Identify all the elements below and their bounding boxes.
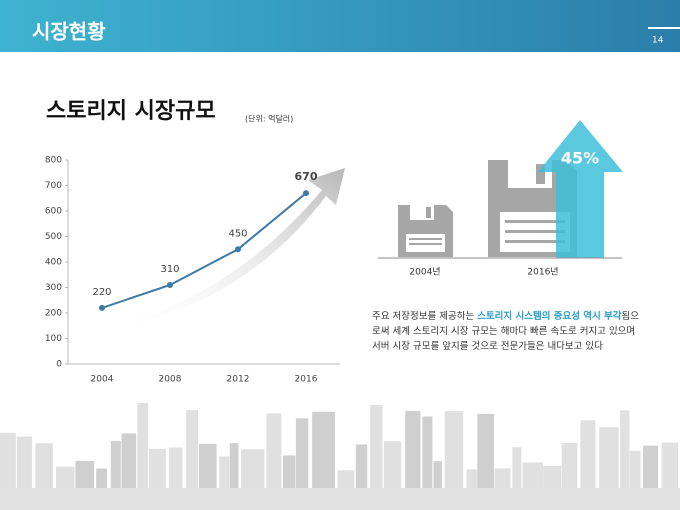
- skyline-building: [121, 433, 137, 492]
- y-tick-label: 300: [45, 283, 62, 293]
- x-tick-label: 2012: [227, 375, 250, 385]
- skyline-building: [661, 442, 679, 492]
- y-tick-label: 500: [45, 232, 62, 242]
- skyline-building: [75, 460, 95, 492]
- skyline-building: [444, 411, 464, 492]
- skyline-building: [198, 443, 217, 492]
- growth-arrow: [538, 120, 623, 258]
- data-label: 450: [228, 228, 247, 239]
- point: [99, 304, 105, 311]
- header-title: 시장현황: [32, 20, 106, 44]
- data-label: 310: [160, 264, 179, 275]
- x-tick-label: 2004: [91, 375, 114, 385]
- line: [101, 192, 307, 309]
- data-label: 220: [92, 287, 111, 298]
- skyline-building: [229, 443, 239, 492]
- skyline-building: [405, 410, 421, 492]
- y-tick-label: 800: [45, 156, 62, 166]
- skyline-building: [110, 440, 121, 492]
- point: [303, 190, 309, 197]
- skyline-building: [477, 413, 494, 492]
- data-label: 670: [295, 170, 318, 183]
- y-tick-label: 700: [45, 181, 62, 191]
- floppy-label: 2004년: [409, 267, 440, 278]
- skyline-building: [96, 468, 107, 492]
- skyline-building: [370, 405, 383, 492]
- header-bar: [0, 0, 680, 52]
- y-tick-label: 200: [45, 309, 62, 319]
- y-tick-label: 0: [56, 360, 62, 370]
- skyline-building: [383, 441, 402, 492]
- skyline-building: [168, 447, 183, 492]
- skyline-building: [283, 455, 296, 492]
- skyline-building: [16, 436, 32, 492]
- y-tick-label: 600: [45, 207, 62, 217]
- skyline-building: [266, 413, 282, 492]
- skyline-building: [312, 411, 335, 492]
- skyline-building: [643, 445, 659, 492]
- skyline-building: [186, 410, 199, 492]
- skyline-building: [522, 462, 544, 492]
- skyline-building: [620, 410, 630, 492]
- skyline-building: [512, 447, 522, 492]
- floppy-large: [488, 160, 577, 257]
- y-tick-label: 400: [45, 258, 62, 268]
- skyline-building: [0, 432, 16, 492]
- skyline-building: [337, 470, 355, 492]
- x-tick-label: 2008: [159, 375, 182, 385]
- body-text: 됨으로써 세계 스토리지 시장 규모는 해마다 빠른 속도로 커지고 있으며 서…: [372, 311, 640, 352]
- point: [235, 246, 241, 253]
- unit-label: (단위: 억달러): [245, 114, 293, 124]
- skyline-building: [629, 450, 641, 492]
- growth-label: 45%: [561, 149, 599, 168]
- skyline-building: [561, 442, 578, 492]
- skyline-building: [433, 461, 442, 492]
- x-tick-label: 2016: [295, 375, 318, 385]
- skyline-building: [219, 456, 230, 492]
- skyline-building: [355, 444, 368, 492]
- description: 주요 저장정보를 제공하는 스토리지 시스템의 중요성 역시 부각됨으로써 세계…: [372, 309, 642, 354]
- y-tick-label: 100: [45, 334, 62, 344]
- ground: [0, 488, 680, 510]
- skyline: [0, 403, 679, 492]
- page-number: 14: [652, 36, 664, 46]
- skyline-building: [543, 465, 562, 492]
- body-text: 주요 저장정보를 제공하는: [372, 311, 478, 322]
- skyline-building: [422, 416, 433, 492]
- trend-arrow: [100, 168, 345, 330]
- floppy-small: [398, 205, 453, 257]
- skyline-building: [55, 466, 75, 492]
- point: [167, 281, 173, 288]
- skyline-building: [580, 420, 596, 492]
- skyline-building: [466, 469, 478, 492]
- skyline-building: [241, 449, 265, 492]
- skyline-building: [137, 403, 149, 492]
- skyline-building: [494, 468, 511, 492]
- skyline-building: [295, 418, 309, 492]
- skyline-building: [35, 443, 53, 492]
- highlight-text: 스토리지 시스템의 중요성 역시 부각: [477, 311, 622, 322]
- floppy-label: 2016년: [527, 267, 558, 278]
- slide-title: 스토리지 시장규모: [46, 99, 216, 124]
- skyline-building: [599, 427, 619, 492]
- skyline-building: [149, 448, 166, 492]
